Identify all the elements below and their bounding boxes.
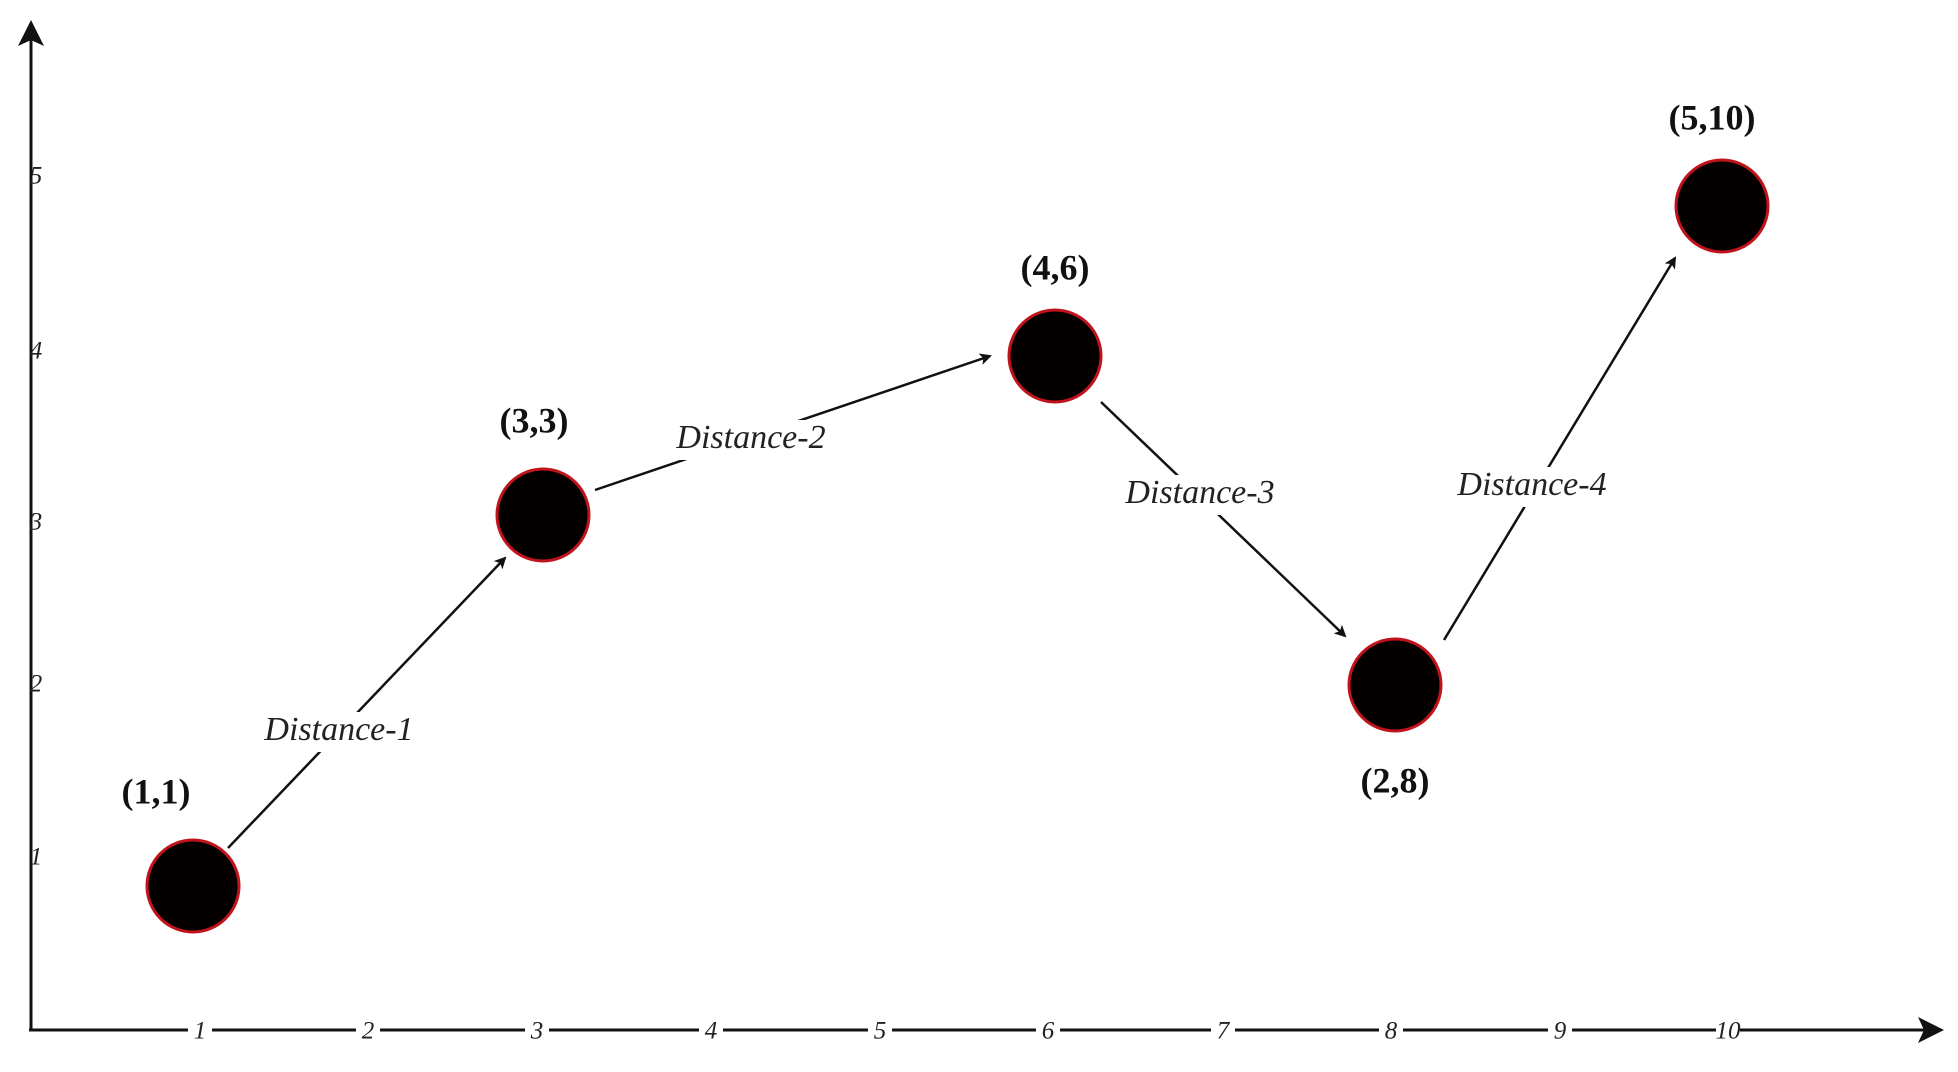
x-tick-bg (1036, 1018, 1060, 1044)
y-tick-label: 4 (30, 338, 43, 365)
edge-label: Distance-3 (1124, 474, 1274, 511)
x-tick-label: 3 (530, 1018, 544, 1045)
edge-arrow (1442, 256, 1677, 641)
x-tick-bg (356, 1018, 380, 1044)
x-tick-label: 2 (362, 1018, 375, 1045)
x-tick-label: 5 (874, 1018, 887, 1045)
x-tick-label: 8 (1385, 1018, 1398, 1045)
x-tick-label: 4 (705, 1018, 718, 1045)
node-label: (3,3) (500, 400, 569, 440)
x-tick-bg (1379, 1018, 1403, 1044)
node (1347, 637, 1443, 733)
y-tick-label: 5 (30, 163, 43, 190)
edge-arrow (227, 556, 507, 849)
y-tick-label: 1 (30, 844, 43, 871)
node (1007, 308, 1103, 404)
x-tick-bg (699, 1018, 723, 1044)
node-label: (5,10) (1669, 97, 1756, 137)
edge-label-bg (1427, 467, 1637, 507)
y-tick-label: 3 (29, 509, 43, 536)
edge-label: Distance-1 (263, 711, 413, 748)
x-tick-bg (1211, 1018, 1235, 1044)
x-tick-label: 10 (1716, 1018, 1742, 1045)
edge-arrow (1100, 401, 1347, 638)
x-tick-label: 1 (194, 1018, 207, 1045)
edge-label-bg (234, 712, 444, 752)
diagram-layer: 1 2 3 4 5 6 7 8 9 10 1 2 3 4 5 Distance-1 Distance-2 Dist… (29, 97, 1770, 1045)
node-label: (4,6) (1021, 247, 1090, 287)
node-label: (1,1) (122, 771, 191, 811)
node-label: (2,8) (1361, 760, 1430, 800)
x-tick-label: 6 (1042, 1018, 1055, 1045)
x-tick-bg (868, 1018, 892, 1044)
x-tick-bg (1716, 1018, 1740, 1044)
x-tick-bg (188, 1018, 212, 1044)
x-tick-label: 7 (1217, 1018, 1231, 1045)
node (1674, 158, 1770, 254)
node (145, 838, 241, 934)
x-tick-label: 9 (1554, 1018, 1567, 1045)
edge-label-bg (646, 420, 856, 460)
node (495, 467, 591, 563)
edge-label-bg (1095, 475, 1305, 515)
edge-label: Distance-4 (1456, 466, 1606, 503)
x-tick-bg (525, 1018, 549, 1044)
y-tick-label: 2 (30, 671, 43, 698)
edge-label: Distance-2 (675, 419, 825, 456)
x-tick-bg (1548, 1018, 1572, 1044)
